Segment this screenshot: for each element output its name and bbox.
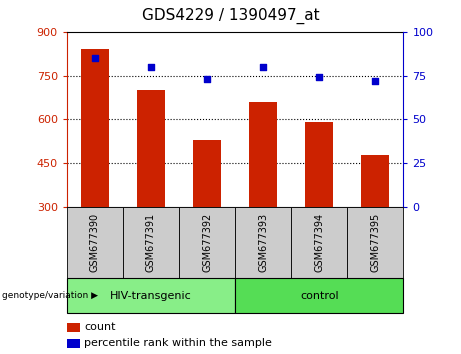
Text: percentile rank within the sample: percentile rank within the sample xyxy=(84,338,272,348)
Point xyxy=(203,76,211,82)
Text: GSM677390: GSM677390 xyxy=(90,213,100,272)
Bar xyxy=(305,122,333,207)
Text: GSM677391: GSM677391 xyxy=(146,213,156,272)
Text: GSM677395: GSM677395 xyxy=(370,213,380,272)
Bar xyxy=(193,140,221,207)
Text: genotype/variation ▶: genotype/variation ▶ xyxy=(2,291,98,300)
Bar xyxy=(249,102,277,207)
Text: GDS4229 / 1390497_at: GDS4229 / 1390497_at xyxy=(142,8,319,24)
Bar xyxy=(137,90,165,207)
Point xyxy=(260,64,267,70)
Point xyxy=(315,75,323,80)
Text: count: count xyxy=(84,322,116,332)
Text: control: control xyxy=(300,291,338,301)
Point xyxy=(91,55,99,61)
Text: GSM677394: GSM677394 xyxy=(314,213,324,272)
Text: GSM677393: GSM677393 xyxy=(258,213,268,272)
Point xyxy=(147,64,154,70)
Text: HIV-transgenic: HIV-transgenic xyxy=(110,291,192,301)
Bar xyxy=(81,50,109,207)
Text: GSM677392: GSM677392 xyxy=(202,213,212,272)
Point xyxy=(372,78,379,84)
Bar xyxy=(361,154,390,207)
